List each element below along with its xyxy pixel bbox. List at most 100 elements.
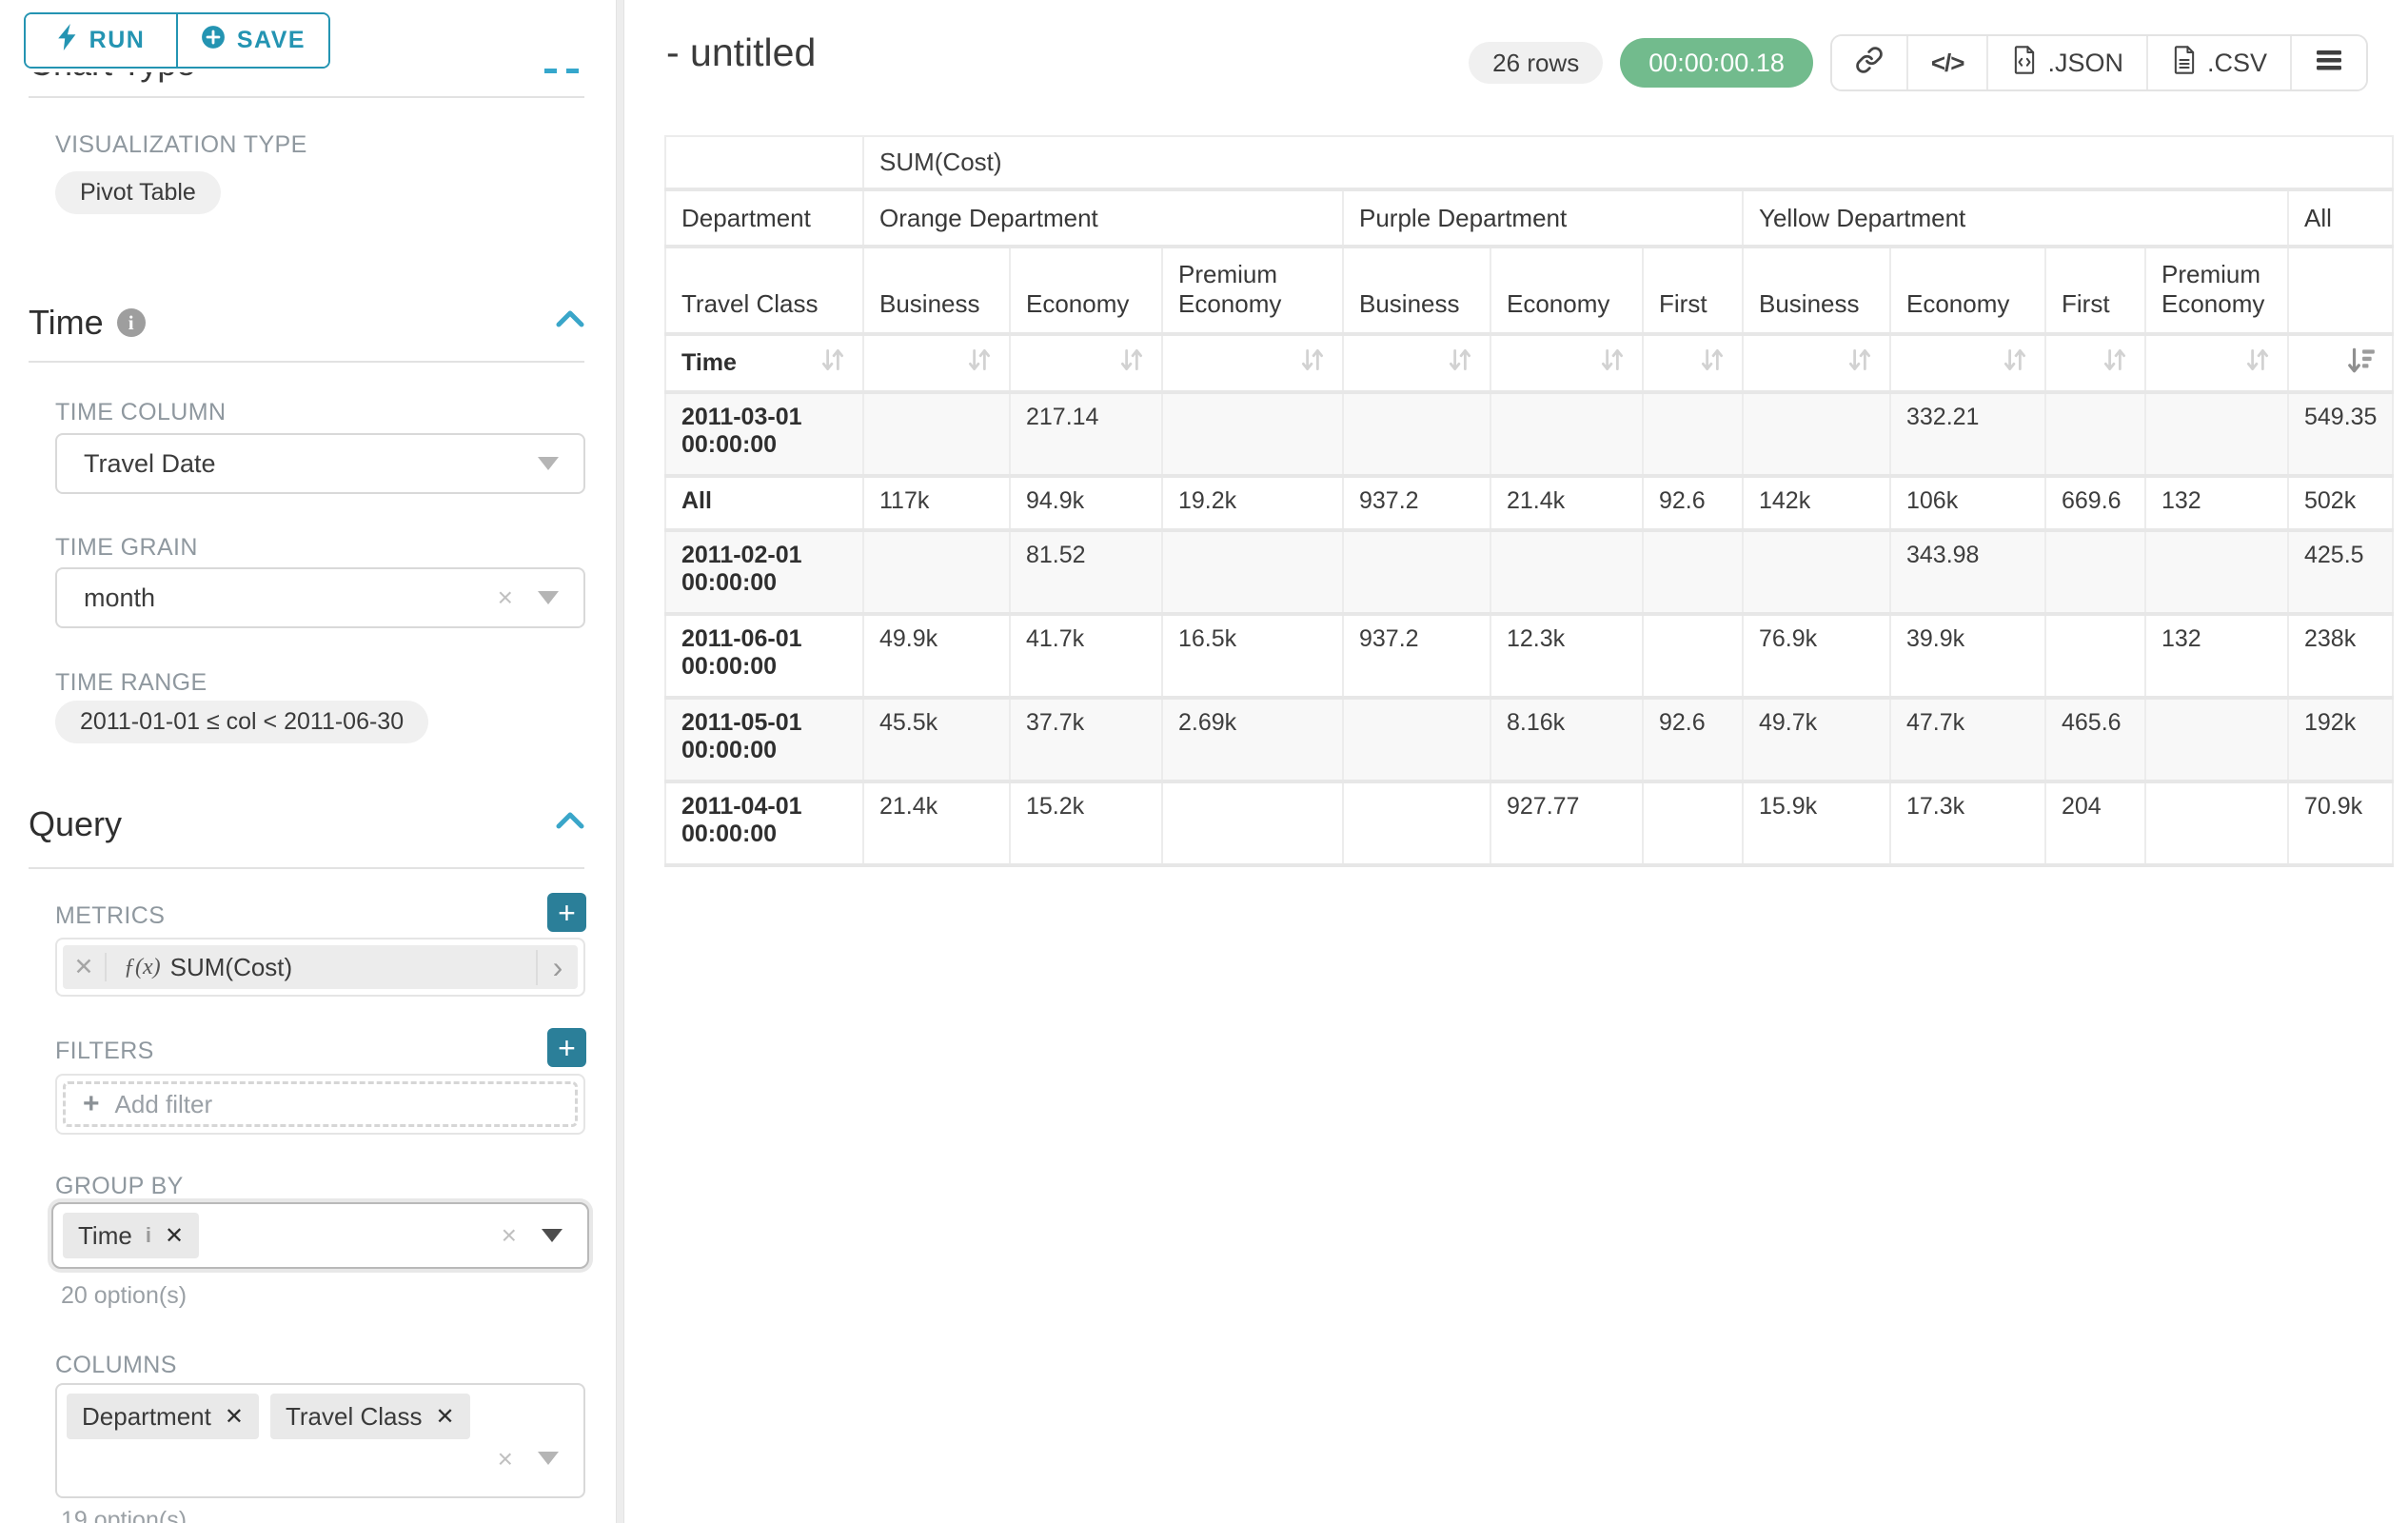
embed-code-button[interactable]: </>	[1905, 36, 1987, 89]
row-dim-label-time[interactable]: Time	[665, 334, 864, 394]
pivot-group-header-row: Department Orange Department Purple Depart…	[665, 189, 2395, 248]
sort-up-down-icon[interactable]	[2101, 346, 2129, 381]
chart-title[interactable]: - untitled	[666, 30, 817, 74]
value-cell: 343.98	[1890, 530, 2046, 616]
clear-icon[interactable]: ×	[497, 583, 513, 612]
group-by-select[interactable]: Time i ✕ ×	[51, 1202, 589, 1269]
time-column-select[interactable]: Travel Date	[55, 433, 585, 494]
info-icon[interactable]: i	[116, 308, 146, 337]
sort-up-down-icon[interactable]	[1446, 346, 1474, 381]
value-cell: 12.3k	[1490, 614, 1644, 700]
metrics-box: ✕ ƒ(x) SUM(Cost) ›	[55, 938, 585, 997]
value-cell: 47.7k	[1890, 698, 2046, 783]
export-csv-label: .CSV	[2206, 48, 2267, 77]
value-cell	[2145, 530, 2289, 616]
value-cell: 15.2k	[1010, 781, 1163, 867]
column-header: First	[2045, 247, 2146, 336]
time-section-title: Time i	[29, 303, 146, 343]
value-cell: 142k	[1743, 476, 1891, 532]
sort-up-down-icon[interactable]	[819, 346, 847, 381]
value-cell: 21.4k	[863, 781, 1011, 867]
value-cell: 204	[2045, 781, 2146, 867]
group-by-tag[interactable]: Time i ✕	[63, 1213, 200, 1258]
chart-header-actions: 26 rows 00:00:00.18 </> .JSON	[1469, 34, 2368, 91]
sort-cell[interactable]	[1890, 334, 2046, 394]
sort-cell[interactable]	[863, 334, 1011, 394]
sort-cell[interactable]	[1743, 334, 1891, 394]
time-grain-select[interactable]: month ×	[55, 567, 585, 628]
sort-desc-bars-icon[interactable]	[2346, 346, 2377, 381]
menu-button[interactable]	[2290, 36, 2366, 89]
sort-cell[interactable]	[2045, 334, 2146, 394]
value-cell	[1643, 530, 1744, 616]
run-button[interactable]: RUN	[26, 14, 176, 67]
columns-tag[interactable]: Travel Class ✕	[269, 1394, 470, 1439]
query-timer-badge: 00:00:00.18	[1620, 38, 1813, 88]
value-cell	[2145, 392, 2289, 478]
export-csv-button[interactable]: .CSV	[2145, 36, 2290, 89]
clear-icon[interactable]: ×	[497, 1444, 513, 1474]
value-cell	[1343, 698, 1491, 783]
columns-label: COLUMNS	[55, 1352, 177, 1378]
section-divider	[29, 867, 584, 869]
sort-up-down-icon[interactable]	[1598, 346, 1627, 381]
sort-up-down-icon[interactable]	[965, 346, 994, 381]
chevron-right-icon[interactable]: ›	[536, 949, 578, 985]
sort-cell[interactable]	[1010, 334, 1163, 394]
add-filter-plus-button[interactable]: +	[547, 1028, 586, 1067]
sort-up-down-icon[interactable]	[1845, 346, 1874, 381]
sort-cell[interactable]	[2145, 334, 2289, 394]
sort-cell[interactable]	[1643, 334, 1744, 394]
value-cell: 8.16k	[1490, 698, 1644, 783]
value-cell	[2045, 614, 2146, 700]
row-label: 2011-05-01 00:00:00	[665, 698, 864, 783]
remove-tag-icon[interactable]: ✕	[224, 1403, 244, 1430]
code-icon: </>	[1930, 48, 1965, 77]
add-metric-button[interactable]: +	[547, 893, 586, 932]
sort-cell[interactable]	[1343, 334, 1491, 394]
sort-cell[interactable]	[1490, 334, 1644, 394]
pivot-class-header-row: Travel Class Business Economy Premium Econo…	[665, 247, 2395, 336]
sort-up-down-icon[interactable]	[2243, 346, 2272, 381]
sort-up-down-icon[interactable]	[1117, 346, 1146, 381]
value-cell: 106k	[1890, 476, 2046, 532]
lightning-icon	[57, 24, 78, 57]
panel-resize-handle[interactable]	[616, 0, 624, 1523]
caret-down-icon	[542, 1229, 563, 1242]
value-cell: 49.9k	[863, 614, 1011, 700]
remove-metric-icon[interactable]: ✕	[63, 953, 107, 981]
export-json-label: .JSON	[2047, 48, 2123, 77]
row-label: 2011-04-01 00:00:00	[665, 781, 864, 867]
value-cell	[1490, 392, 1644, 478]
sort-cell[interactable]	[1162, 334, 1344, 394]
value-cell: 41.7k	[1010, 614, 1163, 700]
share-link-button[interactable]	[1831, 36, 1906, 89]
column-header	[2288, 247, 2395, 336]
row-dim-label-department: Department	[665, 189, 864, 248]
columns-select[interactable]: Department ✕ Travel Class ✕ ×	[55, 1383, 585, 1498]
sort-up-down-icon[interactable]	[1298, 346, 1327, 381]
pivot-data-row: 2011-05-01 00:00:00 45.5k 37.7k 2.69k 8.16k 9…	[665, 698, 2395, 783]
metric-item[interactable]: ✕ ƒ(x) SUM(Cost) ›	[63, 945, 578, 989]
run-button-label: RUN	[89, 27, 146, 53]
visualization-type-value[interactable]: Pivot Table	[55, 171, 221, 214]
remove-tag-icon[interactable]: ✕	[164, 1222, 185, 1249]
pivot-corner-cell	[665, 136, 864, 191]
time-range-value[interactable]: 2011-01-01 ≤ col < 2011-06-30	[55, 701, 429, 743]
save-button[interactable]: SAVE	[176, 14, 328, 67]
clear-icon[interactable]: ×	[501, 1220, 517, 1250]
sort-cell[interactable]	[2288, 334, 2395, 394]
export-json-button[interactable]: .JSON	[1986, 36, 2146, 89]
sort-up-down-icon[interactable]	[2001, 346, 2029, 381]
sort-up-down-icon[interactable]	[1698, 346, 1727, 381]
visualization-type-label: VISUALIZATION TYPE	[55, 131, 307, 158]
value-cell: 21.4k	[1490, 476, 1644, 532]
remove-tag-icon[interactable]: ✕	[435, 1403, 455, 1430]
add-filter-dropzone[interactable]: + Add filter	[63, 1081, 578, 1127]
chevron-up-icon[interactable]	[556, 811, 584, 830]
chevron-up-icon[interactable]	[556, 309, 584, 328]
hamburger-icon	[2315, 49, 2343, 78]
columns-tag[interactable]: Department ✕	[67, 1394, 259, 1439]
column-header: Economy	[1890, 247, 2046, 336]
